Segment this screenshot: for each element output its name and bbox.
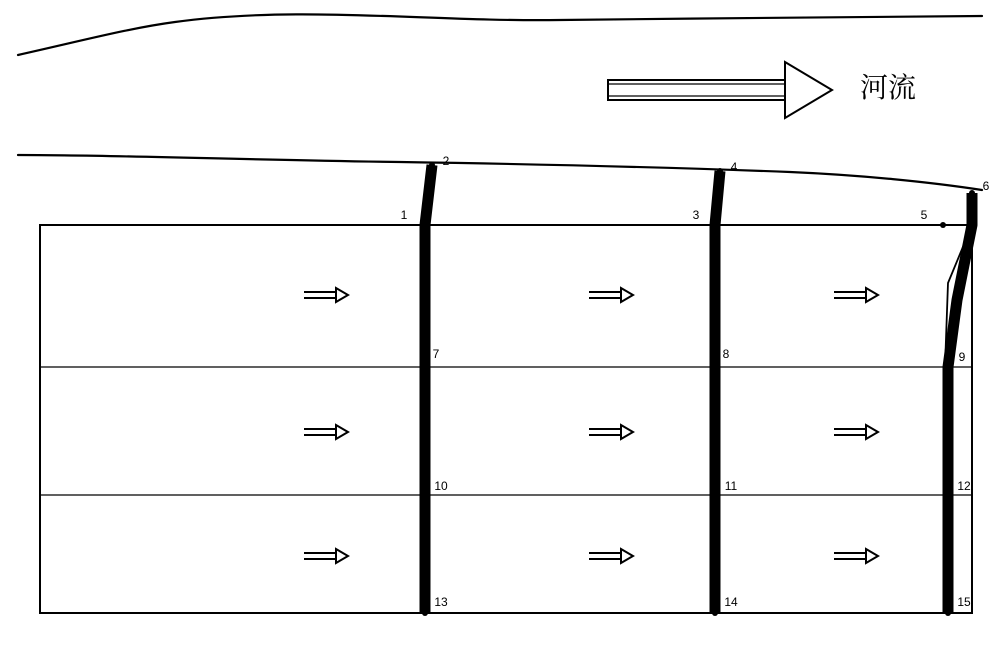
node-13-dot bbox=[422, 610, 428, 616]
background bbox=[0, 0, 1000, 646]
node-2-label: 2 bbox=[443, 154, 450, 168]
node-9-label: 9 bbox=[959, 350, 966, 364]
node-1-dot bbox=[422, 222, 428, 228]
node-4-dot bbox=[717, 168, 723, 174]
node-14-label: 14 bbox=[724, 595, 738, 609]
node-2-dot bbox=[429, 162, 435, 168]
diagram-svg: 河流123456789101112131415 bbox=[0, 0, 1000, 646]
river-arrow-shaft bbox=[608, 80, 785, 100]
node-5-label: 5 bbox=[921, 208, 928, 222]
node-3-dot bbox=[712, 222, 718, 228]
node-8-dot bbox=[712, 364, 718, 370]
node-5-dot bbox=[940, 222, 946, 228]
node-11-dot bbox=[712, 492, 718, 498]
node-10-dot bbox=[422, 492, 428, 498]
node-15-dot bbox=[945, 610, 951, 616]
node-6-label: 6 bbox=[983, 179, 990, 193]
node-7-label: 7 bbox=[433, 347, 440, 361]
node-4-label: 4 bbox=[731, 160, 738, 174]
node-13-label: 13 bbox=[434, 595, 448, 609]
node-1-label: 1 bbox=[401, 208, 408, 222]
node-11-label: 11 bbox=[725, 479, 738, 493]
node-12-dot bbox=[945, 492, 951, 498]
river-label: 河流 bbox=[860, 66, 916, 106]
node-10-label: 10 bbox=[434, 479, 448, 493]
node-3-label: 3 bbox=[693, 208, 700, 222]
node-8-label: 8 bbox=[723, 347, 730, 361]
channel-mid bbox=[715, 171, 720, 613]
node-7-dot bbox=[422, 364, 428, 370]
node-15-label: 15 bbox=[957, 595, 971, 609]
node-12-label: 12 bbox=[957, 479, 971, 493]
node-9-dot bbox=[945, 364, 951, 370]
node-14-dot bbox=[712, 610, 718, 616]
node-6-dot bbox=[969, 190, 975, 196]
diagram-root: 河流123456789101112131415 bbox=[0, 0, 1000, 646]
